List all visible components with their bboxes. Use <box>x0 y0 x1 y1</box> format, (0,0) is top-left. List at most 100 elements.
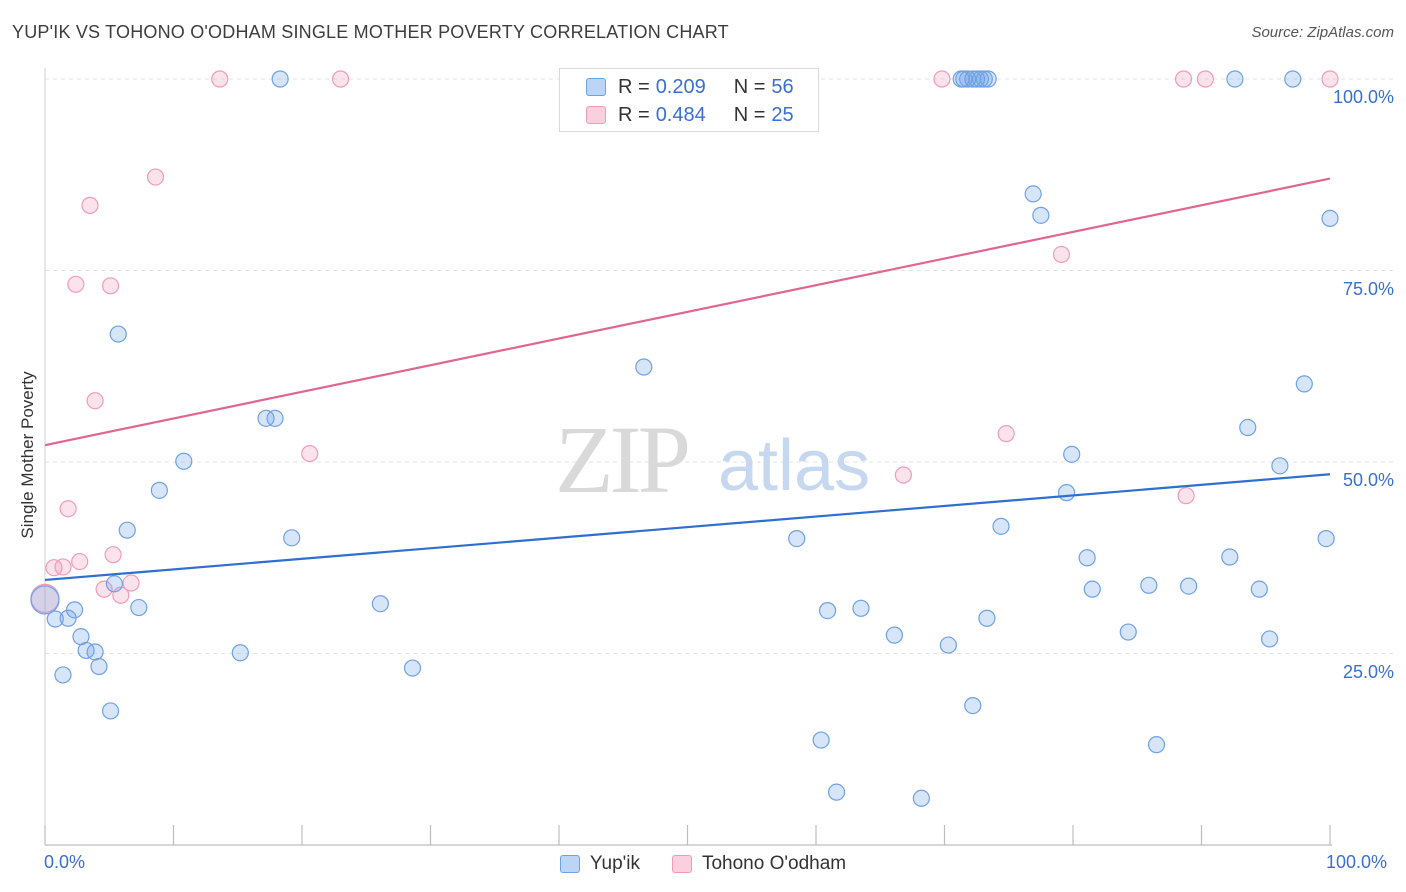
legend-item-tohono: Tohono O'odham <box>671 853 847 875</box>
tohono-point <box>894 466 912 484</box>
yupik-point <box>1078 549 1096 567</box>
tohono-point <box>1321 70 1339 88</box>
legend-r-value-yupik: 0.209 <box>655 75 706 98</box>
legend-n-label: N = <box>733 103 766 126</box>
yupik-point <box>964 696 982 715</box>
yupik-point <box>1083 580 1101 598</box>
yupik-point <box>175 452 193 470</box>
tohono-point <box>71 552 89 571</box>
yupik-point <box>1250 580 1268 598</box>
yupik-point <box>852 599 870 617</box>
yupik-point <box>65 601 84 619</box>
yupik-point <box>105 575 123 593</box>
trend-lines <box>44 177 1331 582</box>
tohono-point <box>1052 245 1071 264</box>
tohono-point <box>104 546 122 564</box>
yupik-point <box>885 626 903 644</box>
chart-title: YUP'IK VS TOHONO O'ODHAM SINGLE MOTHER P… <box>12 22 729 42</box>
legend-row-tohono: R = 0.484 N = 25 <box>586 101 794 129</box>
y-tick-label-1: 50.0% <box>1342 470 1394 490</box>
yupik-point <box>271 70 289 88</box>
tohono-point <box>45 559 63 577</box>
yupik-point <box>86 643 104 661</box>
legend-r-label: R = <box>618 103 650 126</box>
tohono-point <box>95 580 113 598</box>
tohono-point <box>86 392 104 410</box>
series-legend: Yup'ik Tohono O'odham <box>0 850 1406 878</box>
yupik-point <box>827 783 846 801</box>
yupik-point <box>1295 375 1313 393</box>
tohono-point <box>59 500 77 518</box>
tohono-legend-swatch <box>671 855 692 873</box>
legend-n-value-tohono: 25 <box>771 103 794 126</box>
yupik-point <box>979 70 997 88</box>
legend-item-yupik: Yup'ik <box>559 853 640 875</box>
yupik-point <box>231 644 249 662</box>
yupik-swatch <box>586 78 606 96</box>
yupik-point <box>150 481 168 499</box>
tohono-point <box>997 425 1015 443</box>
tohono-trend-line <box>44 177 1331 447</box>
yupik-point <box>90 657 108 676</box>
yupik-point <box>818 602 837 620</box>
y-axis-title: Single Mother Poverty <box>18 371 37 539</box>
tohono-point <box>1196 70 1214 88</box>
yupik-point <box>1226 70 1244 88</box>
legend-n-value-yupik: 56 <box>771 75 794 98</box>
yupik-point <box>54 666 72 684</box>
x-tick-label-max: 100.0% <box>1326 852 1388 872</box>
yupik-point <box>403 659 422 677</box>
yupik-point <box>978 609 996 627</box>
yupik-point <box>109 325 127 343</box>
y-tick-label-3: 100.0% <box>1332 87 1394 107</box>
legend-r-label: R = <box>618 75 650 98</box>
watermark-atlas: atlas <box>718 426 870 506</box>
series-yupik-points <box>30 70 1339 807</box>
yupik-point <box>1119 623 1137 641</box>
yupik-point <box>992 517 1010 535</box>
tohono-swatch <box>586 106 606 124</box>
yupik-point <box>1317 529 1335 548</box>
tohono-point <box>331 70 350 88</box>
yupik-point <box>959 70 977 88</box>
yupik-point <box>1147 736 1166 754</box>
tohono-point <box>1174 70 1193 88</box>
legend-label-yupik: Yup'ik <box>589 853 640 874</box>
yupik-point <box>1024 185 1042 203</box>
legend-n-label: N = <box>733 75 766 98</box>
yupik-point <box>1140 576 1158 594</box>
yupik-point <box>1284 70 1302 88</box>
tohono-point <box>122 574 140 592</box>
yupik-point <box>635 358 653 376</box>
yupik-point <box>1321 209 1339 228</box>
yupik-point <box>975 70 993 88</box>
legend-row-yupik: R = 0.209 N = 56 <box>586 73 794 101</box>
yupik-point <box>1221 548 1239 566</box>
yupik-point <box>1271 457 1289 475</box>
y-tick-label-0: 25.0% <box>1342 661 1394 682</box>
yupik-point <box>812 731 830 749</box>
x-tick-label-min: 0.0% <box>44 852 86 872</box>
watermark: ZIP atlas <box>555 406 870 513</box>
yupik-point <box>283 529 301 547</box>
yupik-point <box>371 595 389 613</box>
stats-legend: R = 0.209 N = 56 R = 0.484 N = 25 <box>559 68 819 132</box>
yupik-point <box>1032 206 1050 224</box>
source-label: Source: ZipAtlas.com <box>1251 24 1394 41</box>
axes <box>44 68 1332 846</box>
y-tick-label-2: 75.0% <box>1342 278 1394 299</box>
yupik-point <box>266 409 284 427</box>
tohono-point <box>81 196 99 214</box>
yupik-point <box>788 529 806 548</box>
tohono-point <box>1177 487 1195 505</box>
tohono-point <box>211 70 229 88</box>
yupik-point <box>1057 484 1076 502</box>
grid-lines <box>45 78 1395 654</box>
tohono-point <box>146 168 165 186</box>
yupik-point <box>130 598 148 617</box>
tohono-point <box>301 444 319 463</box>
legend-label-tohono: Tohono O'odham <box>701 853 847 874</box>
yupik-point <box>118 521 136 539</box>
tohono-point <box>933 70 951 88</box>
